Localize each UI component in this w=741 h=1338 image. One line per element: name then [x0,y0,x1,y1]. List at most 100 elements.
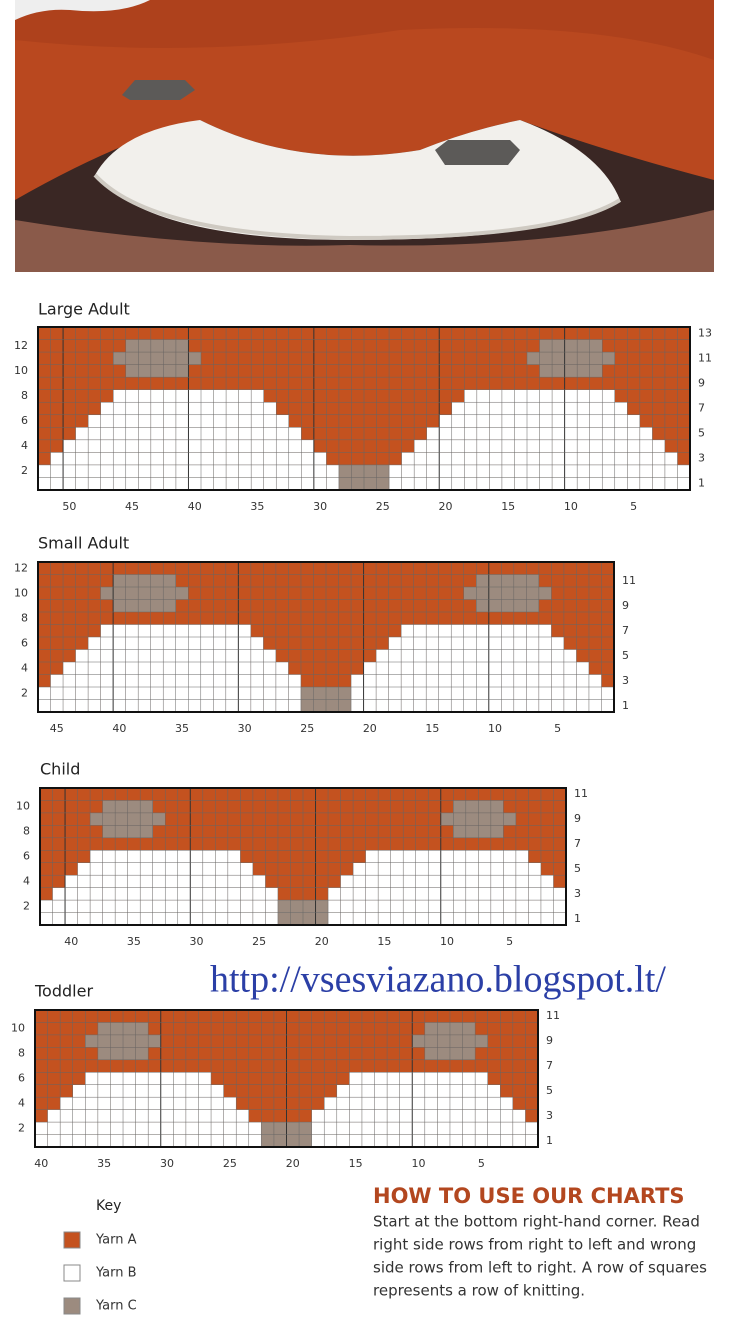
stitch [440,900,454,913]
stitch [125,662,139,675]
stitch [627,452,640,465]
stitch [113,464,126,478]
stitch [551,699,564,712]
stitch [401,674,414,687]
stitch [388,637,402,650]
stitch [213,389,227,403]
stitch [602,414,615,428]
stitch [252,900,266,913]
stitch [389,477,402,490]
stitch [200,662,214,675]
stitch [552,364,565,378]
column-label: 5 [630,500,637,513]
stitch [47,1122,61,1135]
stitch [251,452,264,465]
stitch [361,1072,375,1085]
stitch [538,699,552,712]
stitch [226,464,239,478]
column-label: 30 [160,1157,174,1170]
stitch [564,452,578,465]
key-swatch [63,1231,81,1249]
stitch [97,1122,111,1135]
stitch [138,587,151,600]
stitch [564,339,578,353]
stitch [102,800,116,813]
column-label: 40 [112,722,126,735]
stitch [437,1122,450,1135]
stitch [639,464,653,478]
stitch [265,912,278,925]
stitch [125,339,139,353]
stitch [240,862,253,876]
stitch [465,825,479,838]
stitch [127,850,141,863]
stitch [462,1072,476,1085]
stitch [60,1134,73,1147]
stitch [453,900,466,913]
stitch [563,674,577,687]
stitch [465,850,479,863]
stitch [551,649,564,662]
stitch [349,1072,362,1085]
stitch [513,687,527,700]
stitch [138,452,151,465]
row-label: 5 [574,862,581,875]
stitch [227,912,241,925]
stitch [140,825,153,838]
stitch [188,624,201,637]
stitch [437,1034,450,1048]
stitch [527,439,540,453]
stitch [115,800,128,813]
stitch [514,452,527,465]
stitch [140,900,153,913]
stitch [127,912,141,925]
stitch [152,850,166,863]
stitch [140,800,153,813]
stitch [576,662,589,675]
stitch [125,464,139,478]
column-label: 5 [478,1157,485,1170]
stitch [589,339,603,353]
stitch [123,1022,136,1035]
stitch [438,674,452,687]
stitch [52,912,66,925]
stitch [336,1134,350,1147]
stitch [211,1097,224,1110]
stitch [514,477,527,490]
stitch [328,887,341,901]
stitch [252,875,266,888]
stitch [213,662,226,675]
stitch [227,850,241,863]
stitch [475,1097,488,1110]
stitch [261,1122,274,1135]
stitch [188,662,201,675]
stitch [453,875,466,888]
stitch [175,649,189,662]
stitch [438,687,452,700]
stitch [627,414,640,428]
stitch [150,587,164,600]
stitch [163,624,176,637]
stitch [75,464,89,478]
stitch [338,464,352,478]
stitch [213,674,226,687]
stitch [415,887,429,901]
stitch [500,1122,513,1135]
stitch [365,887,379,901]
stitch [462,1097,476,1110]
stitch [526,574,539,587]
stitch [553,887,566,901]
stitch [115,862,128,876]
stitch [463,649,477,662]
stitch [110,1034,124,1048]
stitch [288,699,301,712]
stitch [577,477,590,490]
stitch [588,687,602,700]
stitch [198,1084,212,1098]
stitch [476,649,489,662]
stitch [412,1134,425,1147]
row-label: 4 [23,874,30,887]
stitch [390,875,404,888]
stitch [526,687,539,700]
stitch [514,427,527,440]
